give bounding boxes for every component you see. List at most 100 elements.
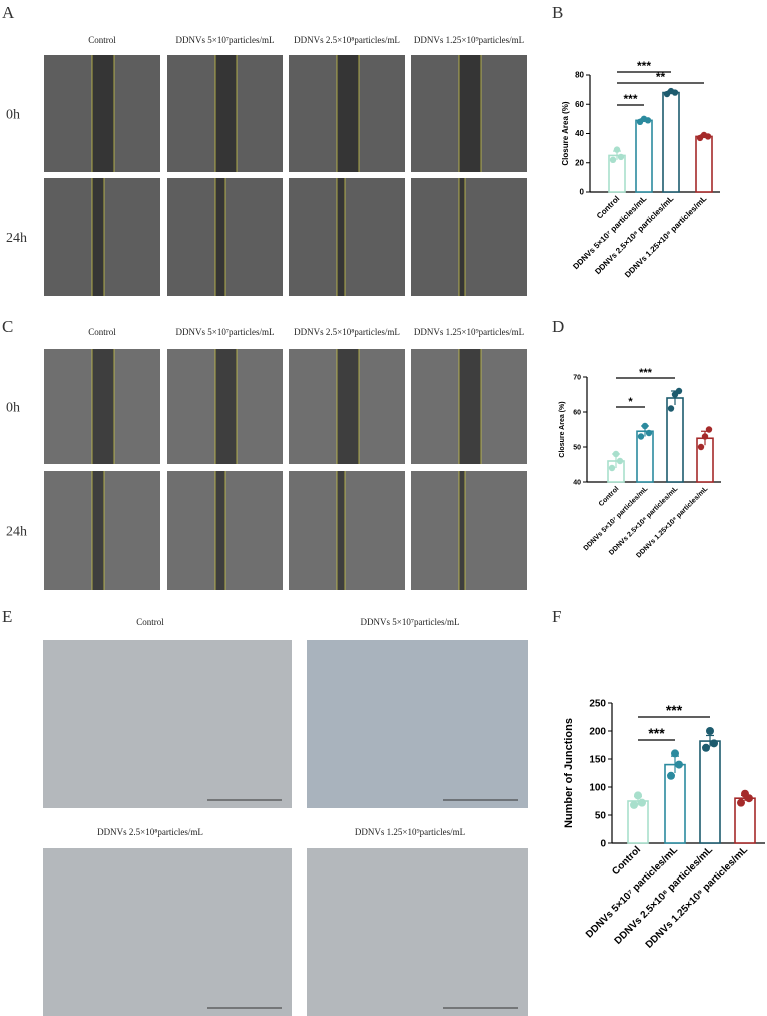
scratch-gap [459, 55, 481, 172]
panel-label: C [2, 317, 13, 336]
significance-label: *** [648, 725, 665, 741]
data-point [745, 794, 753, 803]
y-tick-label: 40 [573, 479, 581, 486]
image-caption: DDNVs 2.5×10⁸particles/mL [97, 827, 203, 837]
scratch-gap [92, 178, 104, 296]
y-tick-label: 60 [573, 409, 581, 416]
bar [699, 740, 721, 844]
y-tick-label: 50 [595, 810, 607, 821]
data-point [667, 771, 675, 780]
significance-label: * [628, 396, 633, 408]
column-label: Control [88, 327, 116, 337]
image-caption: DDNVs 1.25×10⁹particles/mL [355, 827, 465, 837]
data-point [671, 749, 679, 758]
bar [695, 135, 713, 193]
y-tick-label: 20 [575, 158, 584, 167]
bar [662, 91, 680, 193]
row-label: 24h [6, 231, 27, 246]
y-axis-label: Closure Area (%) [559, 401, 566, 457]
x-tick-label: Control [598, 485, 621, 508]
y-tick-label: 0 [580, 188, 585, 197]
significance-label: *** [639, 367, 653, 379]
data-point [697, 443, 705, 451]
y-tick-label: 60 [575, 100, 584, 109]
data-point [616, 457, 624, 465]
x-tick-label: Control [595, 194, 621, 220]
x-tick-label: Control [610, 844, 643, 877]
scratch-gap [215, 349, 237, 464]
scratch-gap [215, 178, 225, 296]
scratch-gap [337, 178, 345, 296]
y-tick-label: 50 [573, 444, 581, 451]
micrograph [43, 848, 292, 1016]
column-label: DDNVs 1.25×10⁹particles/mL [414, 327, 524, 337]
micrograph [289, 471, 405, 590]
image-caption: Control [136, 617, 164, 627]
data-point [705, 426, 713, 433]
data-point [612, 450, 620, 458]
data-point [701, 433, 709, 440]
data-point [638, 798, 646, 807]
y-tick-label: 250 [589, 698, 606, 709]
significance-label: *** [637, 59, 651, 73]
scratch-gap [337, 349, 359, 464]
y-axis-label: Closure Area (%) [561, 101, 570, 166]
scratch-gap [215, 55, 237, 172]
y-tick-label: 150 [589, 754, 606, 765]
data-point [737, 798, 745, 807]
column-label: DDNVs 2.5×10⁸particles/mL [294, 35, 400, 45]
y-tick-label: 100 [589, 782, 606, 793]
data-point [613, 146, 621, 153]
bar-chart: 0 50 100 150 200 250 Number of Junctions Contro… [563, 698, 765, 951]
y-tick-label: 70 [573, 374, 581, 381]
column-label: DDNVs 5×10⁷particles/mL [176, 327, 275, 337]
significance-label: *** [666, 702, 683, 718]
y-axis-label: Number of Junctions [563, 718, 575, 828]
panel-label: D [552, 317, 564, 336]
row-label: 24h [6, 525, 27, 540]
data-point [637, 433, 645, 440]
micrograph [289, 178, 405, 296]
scratch-gap [92, 471, 104, 590]
significance-label: *** [623, 92, 637, 106]
data-point [667, 405, 675, 412]
micrograph [307, 848, 528, 1016]
data-point [644, 117, 652, 124]
data-point [645, 429, 653, 437]
bar [635, 119, 653, 193]
data-point [671, 89, 679, 96]
data-point [630, 800, 638, 809]
data-point [609, 156, 617, 164]
row-label: 0h [6, 401, 20, 416]
panel-label: A [2, 3, 15, 22]
scratch-gap [215, 471, 225, 590]
data-point [706, 727, 714, 735]
data-point [710, 739, 718, 748]
micrograph [307, 640, 528, 808]
data-point [702, 743, 710, 752]
data-point [704, 133, 712, 140]
column-label: DDNVs 5×10⁷particles/mL [176, 35, 275, 45]
data-point [641, 422, 649, 430]
scratch-gap [337, 471, 345, 590]
significance-label: ** [656, 70, 666, 84]
column-label: DDNVs 1.25×10⁹particles/mL [414, 35, 524, 45]
x-tick-label: DDNVs 5×10⁷ particles/mL [583, 485, 650, 552]
data-point [675, 760, 683, 769]
micrograph [411, 471, 527, 590]
micrograph [43, 640, 292, 808]
scratch-gap [337, 55, 359, 172]
scratch-gap [459, 178, 465, 296]
scratch-gap [92, 55, 114, 172]
column-label: DDNVs 2.5×10⁸particles/mL [294, 327, 400, 337]
scratch-gap [459, 349, 481, 464]
micrograph [411, 178, 527, 296]
y-tick-label: 0 [600, 838, 606, 849]
row-label: 0h [6, 108, 20, 123]
column-label: Control [88, 35, 116, 45]
data-point [675, 387, 683, 395]
panel-label: F [552, 607, 561, 626]
